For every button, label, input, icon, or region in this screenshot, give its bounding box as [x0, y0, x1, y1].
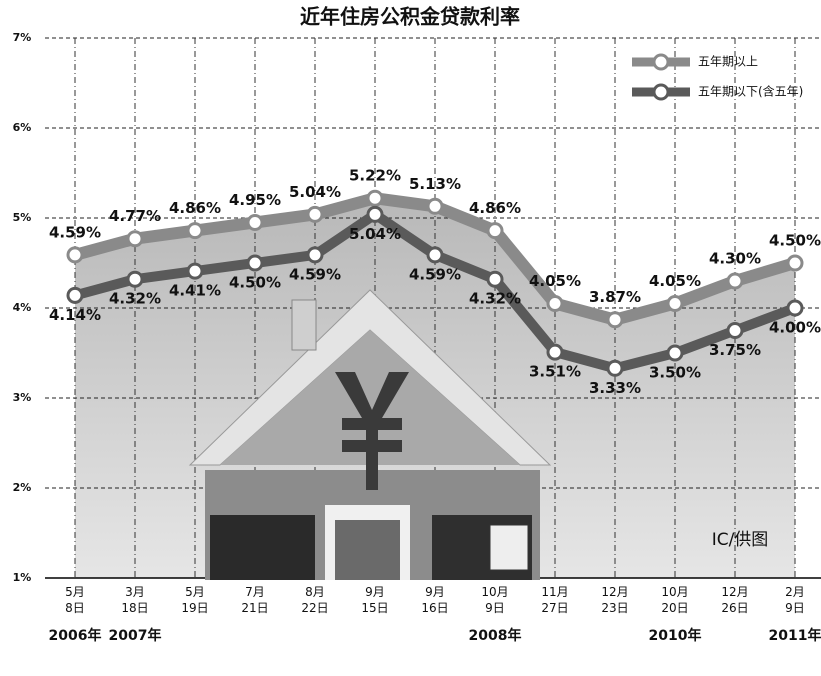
x-tick-label: 12月 23日 — [601, 585, 628, 615]
y-tick-label: 7% — [13, 31, 32, 44]
value-label: 4.32% — [109, 290, 161, 308]
point — [486, 222, 504, 240]
point — [786, 254, 804, 272]
value-label: 4.05% — [649, 272, 701, 290]
value-label: 4.77% — [109, 207, 161, 225]
point — [486, 270, 504, 288]
value-label: 4.30% — [709, 250, 761, 268]
point — [366, 205, 384, 223]
value-label: 3.33% — [589, 379, 641, 397]
x-tick-label: 5月 8日 — [65, 585, 85, 615]
x-tick-label: 10月 20日 — [661, 585, 688, 615]
y-tick-label: 1% — [13, 571, 32, 584]
x-tick-label: 2月 9日 — [785, 585, 805, 615]
value-label: 4.00% — [769, 319, 821, 337]
y-tick-label: 4% — [13, 301, 32, 314]
year-label: 2010年 — [649, 627, 702, 644]
value-label: 3.50% — [649, 364, 701, 382]
year-label: 2011年 — [769, 627, 821, 644]
value-label: 5.22% — [349, 167, 401, 185]
year-label: 2008年 — [469, 627, 522, 644]
value-label: 4.05% — [529, 272, 581, 290]
year-label: 2007年 — [109, 627, 162, 644]
point — [546, 295, 564, 312]
value-label: 4.86% — [469, 199, 521, 217]
value-label: 3.75% — [709, 341, 761, 359]
x-tick-label: 7月 21日 — [241, 585, 268, 615]
value-label: 4.50% — [229, 274, 281, 292]
value-label: 4.86% — [169, 199, 221, 217]
point — [366, 189, 384, 207]
point — [786, 299, 804, 317]
x-tick-label: 3月 18日 — [121, 585, 148, 615]
value-label: 5.13% — [409, 175, 461, 193]
point — [726, 272, 744, 290]
value-label: 4.32% — [469, 290, 521, 308]
x-tick-label: 8月 22日 — [301, 585, 328, 615]
point — [666, 295, 684, 312]
chart-title: 近年住房公积金贷款利率 — [300, 5, 520, 29]
x-tick-label: 9月 15日 — [361, 585, 388, 615]
point — [546, 343, 564, 361]
legend-marker — [652, 83, 670, 101]
y-tick-label: 6% — [13, 121, 32, 134]
x-tick-label: 11月 27日 — [541, 585, 568, 615]
value-label: 3.51% — [529, 363, 581, 381]
legend-marker — [652, 53, 670, 71]
value-label: 4.41% — [169, 282, 221, 300]
x-tick-label: 10月 9日 — [481, 585, 508, 615]
point — [126, 270, 144, 288]
value-label: 3.87% — [589, 288, 641, 306]
point — [426, 197, 444, 215]
point — [666, 344, 684, 362]
x-tick-label: 9月 16日 — [421, 585, 448, 615]
x-tick-label: 12月 26日 — [721, 585, 748, 615]
point — [426, 246, 444, 264]
point — [126, 230, 144, 248]
point — [186, 262, 204, 280]
value-label: 4.59% — [289, 265, 341, 283]
point — [606, 359, 624, 377]
point — [306, 246, 324, 264]
year-label: 2006年 — [49, 627, 102, 644]
value-label: 4.50% — [769, 232, 821, 250]
value-label: 4.14% — [49, 306, 101, 324]
y-tick-label: 5% — [13, 211, 32, 224]
point — [306, 205, 324, 223]
y-tick-label: 2% — [13, 481, 32, 494]
value-label: 5.04% — [289, 183, 341, 201]
legend-label: 五年期以上 — [698, 55, 758, 69]
point — [246, 254, 264, 272]
y-tick-label: 3% — [13, 391, 32, 404]
point — [66, 286, 84, 304]
legend-label: 五年期以下(含五年) — [698, 84, 803, 99]
value-label: 4.59% — [409, 265, 461, 283]
house-illustration — [188, 289, 552, 580]
point — [66, 246, 84, 264]
point — [726, 322, 744, 339]
credit: IC/供图 — [712, 530, 769, 550]
x-tick-label: 5月 19日 — [181, 585, 208, 615]
value-label: 4.95% — [229, 191, 281, 209]
point — [186, 222, 204, 240]
value-label: 5.04% — [349, 225, 401, 243]
point — [246, 214, 264, 231]
value-label: 4.59% — [49, 223, 101, 241]
point — [606, 311, 624, 329]
